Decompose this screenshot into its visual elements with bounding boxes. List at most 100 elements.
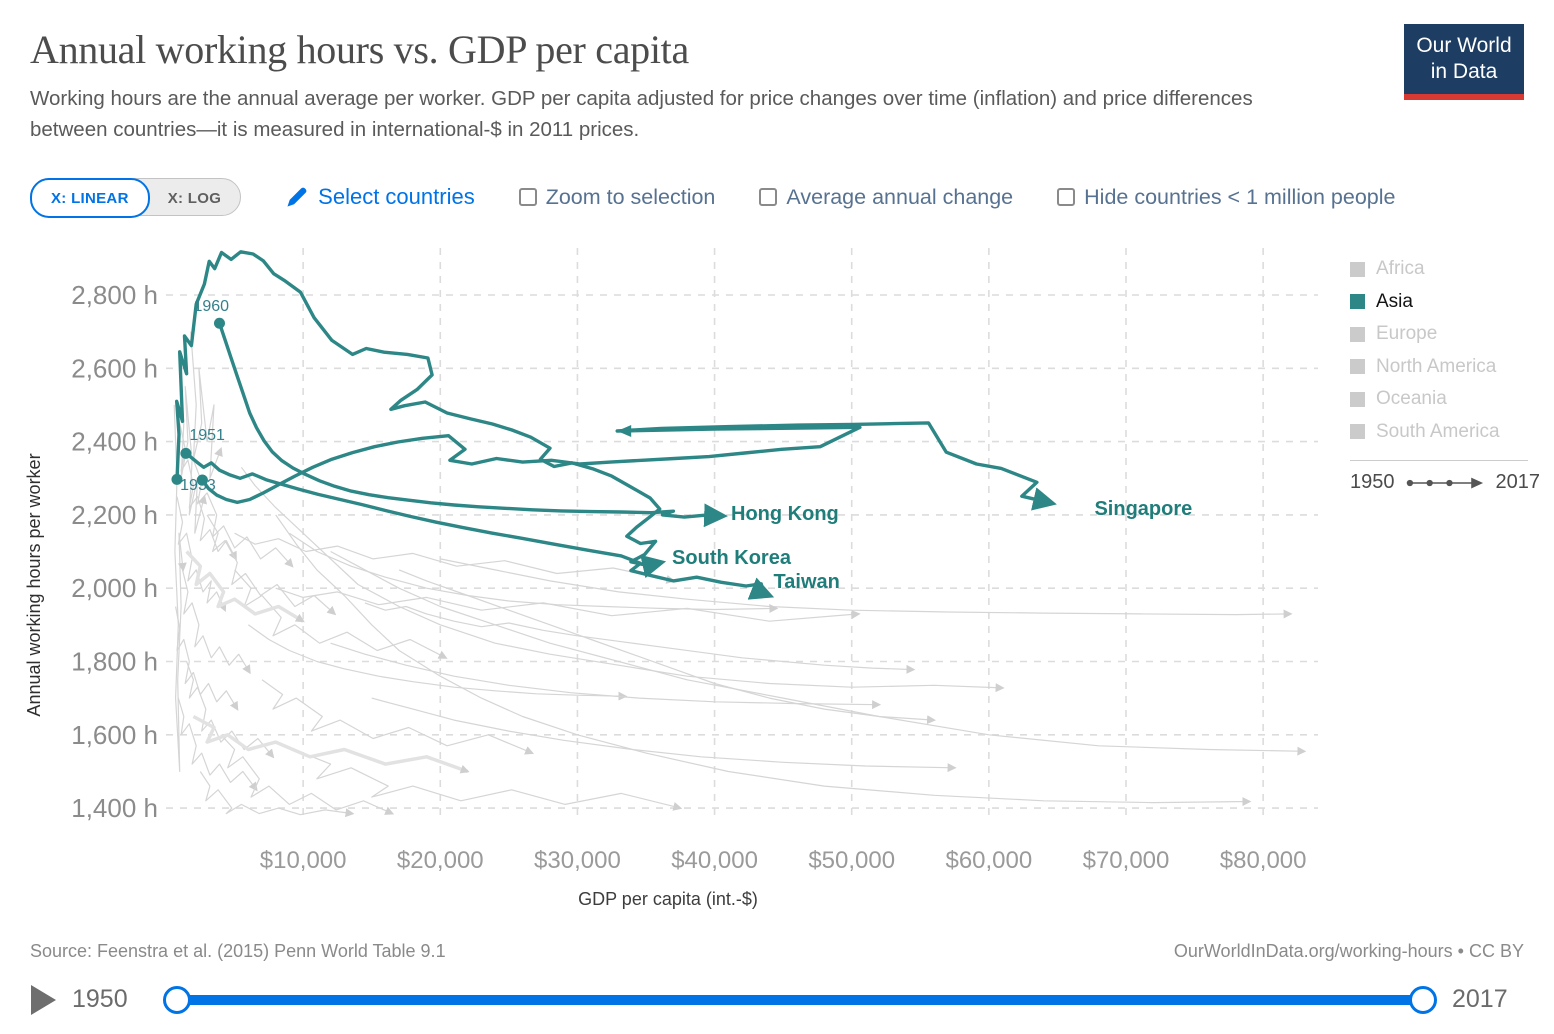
chart-subtitle: Working hours are the annual average per… (30, 87, 1253, 141)
background-country-line[interactable] (176, 496, 227, 613)
timeline-end-year: 2017 (1452, 985, 1508, 1013)
background-country-line[interactable] (302, 752, 683, 811)
background-country-line[interactable] (185, 550, 305, 623)
x-tick-label: $40,000 (671, 847, 758, 874)
checkbox-icon (518, 188, 537, 206)
background-country-line[interactable] (206, 514, 337, 616)
chart-legend: Africa Asia Europe North America Oceania Sout… (1350, 253, 1540, 494)
series-label[interactable]: Taiwan (774, 571, 840, 593)
background-country-line[interactable] (330, 642, 882, 710)
scatter-chart[interactable]: 1,400 h 1,600 h 1,800 h 2,000 h 2,200 h 2,400… (0, 240, 1345, 940)
x-tick-label: $50,000 (808, 847, 895, 874)
background-country-line[interactable] (181, 569, 251, 675)
legend-item-africa[interactable]: Africa (1350, 253, 1540, 286)
chart-gridlines: 1,400 h 1,600 h 1,800 h 2,000 h 2,200 h 2,400… (71, 248, 1318, 874)
background-country-line[interactable] (234, 532, 676, 584)
legend-time-end: 2017 (1495, 471, 1541, 493)
hide-small-countries-checkbox[interactable]: Hide countries < 1 million people (1057, 184, 1396, 210)
select-countries-button[interactable]: Select countries (285, 184, 475, 210)
series-singapore[interactable]: Singapore (196, 421, 1192, 520)
chart-footer: Source: Feenstra et al. (2015) Penn Worl… (0, 941, 1554, 962)
background-country-line[interactable] (247, 624, 628, 701)
y-tick-label: 1,800 h (71, 647, 158, 677)
timeline-start-year: 1950 (72, 985, 128, 1013)
series-start-dot (196, 474, 208, 486)
background-country-line[interactable] (275, 514, 1252, 807)
background-country-line[interactable] (192, 714, 470, 774)
start-year-label: 1960 (193, 298, 229, 315)
background-country-line[interactable] (240, 466, 1005, 693)
zoom-to-selection-label: Zoom to selection (545, 184, 716, 209)
x-tick-label: $60,000 (945, 847, 1032, 874)
background-country-line[interactable] (190, 331, 223, 479)
page-title: Annual working hours vs. GDP per capita (30, 27, 689, 72)
legend-label: North America (1376, 355, 1497, 377)
background-country-line[interactable] (234, 569, 448, 659)
x-log-button[interactable]: X: LOG (149, 179, 240, 217)
checkbox-icon (1057, 188, 1076, 206)
start-year-label: 1951 (189, 427, 225, 444)
controls-bar: X: LINEAR X: LOG Select countries Zoom t… (30, 178, 1396, 218)
x-scale-toggle: X: LINEAR X: LOG (30, 178, 242, 218)
legend-label: Oceania (1376, 388, 1447, 410)
background-country-line[interactable] (186, 661, 275, 759)
x-tick-label: $70,000 (1083, 847, 1170, 874)
series-taiwan[interactable]: 1951 Taiwan (180, 427, 840, 600)
series-hong-kong[interactable]: 1960 Hong Kong (193, 298, 839, 528)
series-label[interactable]: South Korea (672, 547, 792, 569)
timeline-handle-start[interactable] (163, 986, 191, 1014)
legend-swatch (1350, 391, 1365, 407)
background-country-line[interactable] (192, 459, 294, 568)
y-tick-label: 2,000 h (71, 573, 158, 603)
hide-small-countries-label: Hide countries < 1 million people (1084, 184, 1396, 209)
background-country-line[interactable] (177, 697, 258, 792)
x-tick-label: $20,000 (397, 847, 484, 874)
average-annual-change-checkbox[interactable]: Average annual change (759, 185, 1013, 210)
timeline-track[interactable] (165, 995, 1435, 1005)
zoom-to-selection-checkbox[interactable]: Zoom to selection (518, 184, 716, 210)
legend-item-europe[interactable]: Europe (1350, 318, 1540, 351)
legend-label: Europe (1376, 323, 1438, 345)
legend-time-range: 1950 2017 (1350, 471, 1540, 494)
legend-swatch (1350, 261, 1365, 277)
play-button[interactable] (28, 984, 58, 1018)
timeline-handle-end[interactable] (1409, 986, 1437, 1014)
legend-item-south-america[interactable]: South America (1350, 416, 1540, 449)
legend-divider (1350, 460, 1528, 461)
source-note: Source: Feenstra et al. (2015) Penn Worl… (30, 941, 446, 961)
x-tick-label: $80,000 (1220, 847, 1307, 874)
series-label[interactable]: Singapore (1094, 498, 1192, 520)
background-country-line[interactable] (289, 532, 779, 614)
attribution-link[interactable]: OurWorldInData.org/working-hours • CC BY (1173, 941, 1524, 961)
background-country-line[interactable] (440, 558, 1293, 619)
background-country-line[interactable] (364, 602, 916, 674)
series-start-dot (171, 473, 183, 485)
background-country-line[interactable] (220, 734, 395, 815)
owid-logo[interactable]: Our World in Data (1404, 24, 1524, 100)
x-linear-button[interactable]: X: LINEAR (30, 178, 150, 218)
legend-time-start: 1950 (1350, 471, 1395, 493)
x-tick-label: $30,000 (534, 847, 621, 874)
y-tick-label: 2,400 h (71, 427, 158, 457)
legend-swatch (1350, 326, 1365, 342)
select-countries-label: Select countries (318, 184, 475, 209)
background-country-line[interactable] (173, 404, 187, 773)
y-tick-label: 2,600 h (71, 353, 158, 383)
background-country-line[interactable] (261, 679, 535, 755)
pencil-icon (285, 185, 309, 209)
legend-label: Asia (1376, 290, 1413, 312)
y-tick-label: 1,400 h (71, 793, 158, 823)
legend-item-asia[interactable]: Asia (1350, 286, 1540, 319)
y-tick-label: 1,600 h (71, 720, 158, 750)
legend-swatch (1350, 294, 1365, 310)
average-annual-change-label: Average annual change (786, 184, 1014, 209)
legend-item-north-america[interactable]: North America (1350, 351, 1540, 384)
series-label[interactable]: Hong Kong (731, 503, 839, 525)
background-country-line[interactable] (175, 606, 239, 711)
background-country-line[interactable] (275, 587, 861, 622)
background-country-line[interactable] (371, 697, 957, 773)
background-country-line[interactable] (199, 771, 355, 818)
legend-item-oceania[interactable]: Oceania (1350, 383, 1540, 416)
x-tick-label: $10,000 (260, 847, 347, 874)
